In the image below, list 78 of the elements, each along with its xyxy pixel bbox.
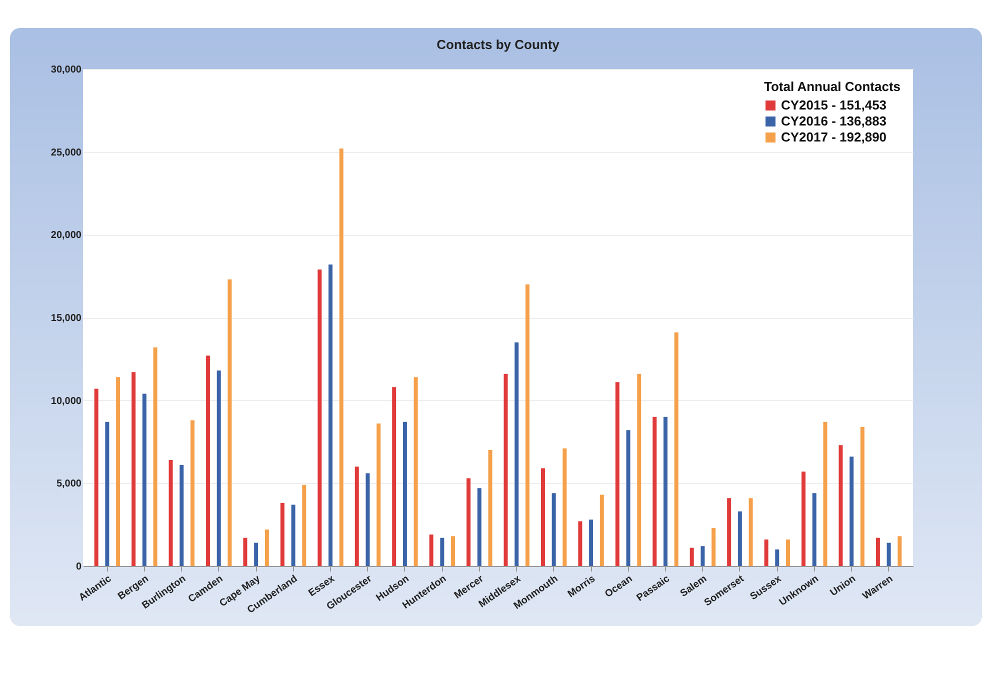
bar: [860, 426, 864, 566]
bar: [748, 498, 753, 566]
bar: [354, 466, 359, 566]
bar: [690, 548, 694, 566]
chart-title: Contacts by County: [436, 37, 560, 52]
bar: [429, 534, 434, 566]
legend-label: CY2016 - 136,883: [781, 114, 887, 128]
y-tick-label: 30,000: [50, 64, 82, 76]
bar: [328, 264, 333, 566]
bar: [578, 521, 582, 566]
y-tick-label: 25,000: [50, 147, 82, 158]
bar: [190, 420, 194, 566]
bar: [366, 473, 370, 566]
legend-title: Total Annual Contacts: [764, 79, 900, 94]
bar: [504, 374, 508, 566]
bar: [786, 539, 790, 566]
bar: [812, 493, 816, 566]
bar: [142, 394, 146, 566]
bar: [105, 422, 110, 566]
bar: [838, 445, 843, 566]
bar: [802, 472, 806, 566]
bar: [525, 284, 530, 566]
bar: [663, 416, 668, 566]
bar: [514, 342, 519, 566]
bar: [116, 377, 120, 566]
bar: [823, 422, 828, 566]
legend-label: CY2017 - 192,890: [781, 130, 887, 144]
bar: [615, 382, 620, 566]
bar: [886, 542, 891, 566]
bar: [228, 279, 232, 566]
bar: [700, 546, 705, 566]
bar: [764, 539, 768, 566]
bar: [440, 538, 444, 566]
bar: [180, 464, 184, 566]
bar: [466, 478, 471, 566]
bar: [637, 374, 642, 566]
bar: [652, 416, 657, 566]
bar: [376, 424, 381, 566]
bar: [540, 468, 545, 566]
y-tick-label: 10,000: [50, 396, 82, 407]
bar: [589, 520, 594, 566]
y-tick-label: 5,000: [56, 478, 82, 490]
bar: [94, 388, 98, 566]
bar: [451, 536, 456, 566]
bar: [850, 456, 854, 566]
bar: [168, 460, 173, 566]
bar: [318, 269, 322, 566]
bar: [216, 370, 221, 566]
bar: [392, 387, 396, 566]
bar: [402, 422, 407, 566]
bar: [876, 538, 880, 566]
y-tick-label: 20,000: [50, 230, 82, 242]
bar: [898, 536, 902, 566]
bar: [488, 450, 492, 566]
bar: [254, 542, 258, 566]
bar: [775, 549, 780, 566]
bar: [738, 511, 742, 566]
bar: [264, 530, 269, 566]
bar: [243, 538, 248, 566]
bar: [414, 377, 418, 566]
legend-label: CY2015 - 151,453: [781, 98, 887, 112]
bar: [153, 347, 158, 566]
bar: [552, 493, 556, 566]
bar: [674, 332, 678, 566]
y-tick-label: 0: [76, 562, 82, 572]
bar: [206, 356, 210, 566]
bar: [712, 528, 716, 566]
bar: [600, 494, 604, 566]
y-tick-label: 15,000: [50, 313, 82, 324]
bar: [302, 484, 306, 566]
bar: [727, 498, 732, 566]
bar: [132, 372, 136, 566]
bar: [562, 448, 567, 566]
bar: [291, 504, 296, 566]
bar: [339, 148, 344, 566]
bar: [477, 488, 482, 566]
bar: [626, 430, 630, 566]
bar: [280, 503, 284, 566]
